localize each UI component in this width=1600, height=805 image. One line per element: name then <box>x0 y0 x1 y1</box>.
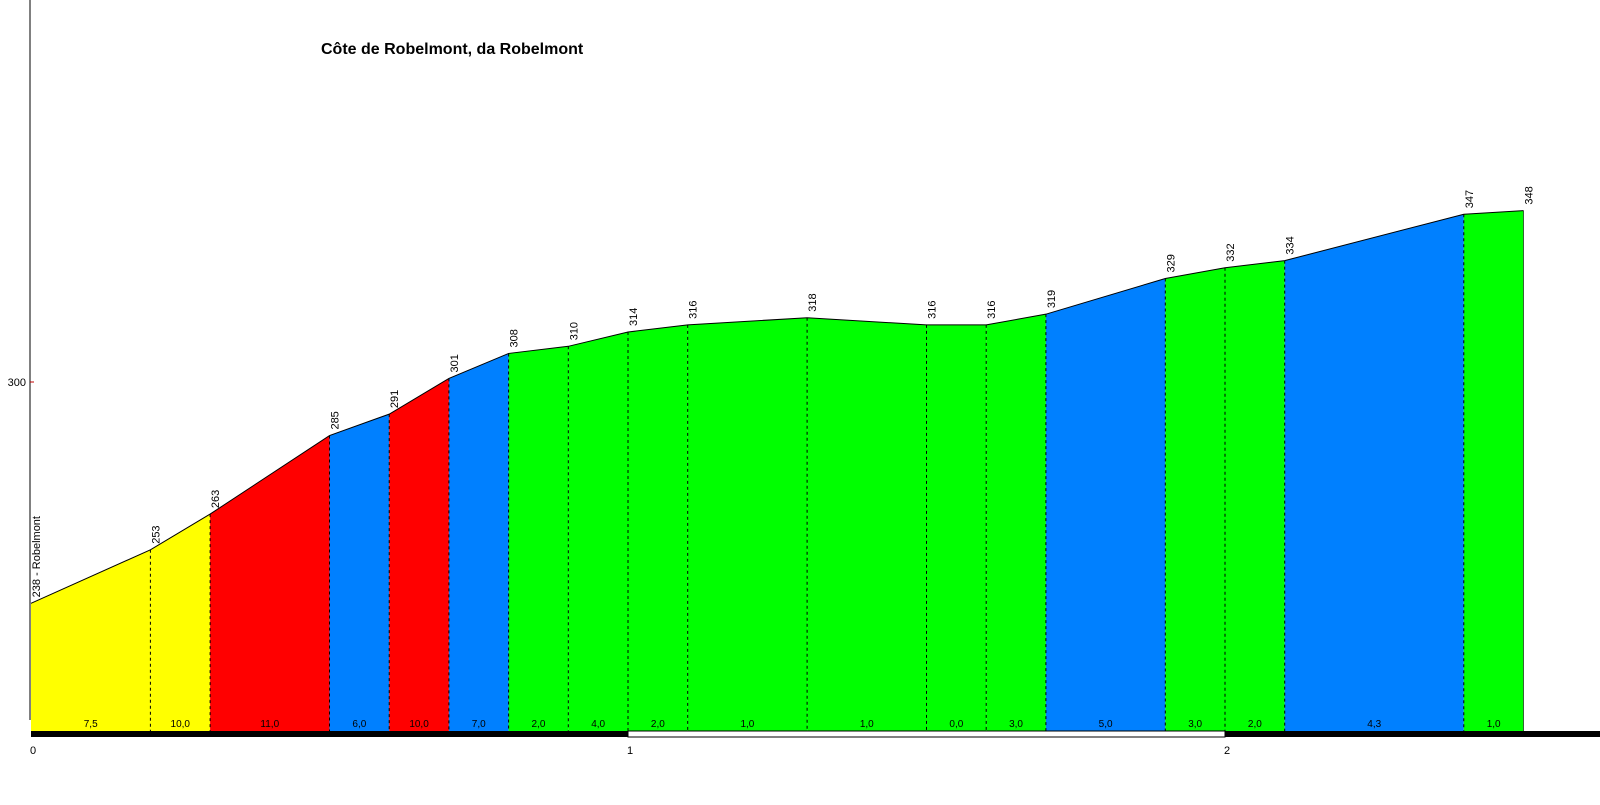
segment-fill <box>508 346 569 731</box>
gradient-label: 2,0 <box>531 719 545 730</box>
x-axis-ticks: 0 1 2 <box>30 745 1230 757</box>
elevation-label: 238 - Robelmont <box>31 516 43 597</box>
gradient-label: 11,0 <box>260 719 279 730</box>
segment-fill <box>150 514 211 731</box>
segment-fill <box>807 317 927 731</box>
segment-fill <box>1225 260 1285 731</box>
elevation-label: 308 <box>509 329 521 347</box>
elevation-label: 318 <box>807 293 819 311</box>
segment-fill <box>568 332 628 731</box>
segment-fill <box>31 549 151 731</box>
y-axis-ticks: 300 <box>8 377 34 389</box>
gradient-labels: 7,5 10,0 11,0 6,0 10,0 7,0 2,0 4,0 2,0 1,0 1,0 0,0 3… <box>84 719 1501 730</box>
x-tick-label: 1 <box>627 745 633 757</box>
elevation-label: 316 <box>927 301 939 319</box>
segment-fills <box>31 210 1524 731</box>
gradient-label: 10,0 <box>409 719 429 730</box>
elevation-label: 263 <box>210 490 222 508</box>
scale-segment-white <box>627 730 1226 738</box>
profile-outline <box>30 210 1524 604</box>
gradient-label: 7,5 <box>84 719 98 730</box>
x-tick-label: 0 <box>30 745 36 757</box>
elevation-label: 316 <box>688 301 700 319</box>
y-tick-label: 300 <box>8 377 26 389</box>
elevation-label: 285 <box>330 411 342 429</box>
gradient-label: 5,0 <box>1099 719 1113 730</box>
elevation-label: 316 <box>986 301 998 319</box>
elevation-label: 301 <box>449 354 461 372</box>
elevation-label: 310 <box>568 322 580 340</box>
segment-fill <box>1045 278 1166 731</box>
elevation-label: 332 <box>1225 243 1237 261</box>
elevation-label: 291 <box>389 390 401 408</box>
gradient-label: 2,0 <box>651 719 665 730</box>
scale-segment-black <box>1225 731 1600 737</box>
elevation-label: 334 <box>1285 236 1297 254</box>
elevation-labels: 238 - Robelmont 253 263 285 291 301 308 310 314 3… <box>31 186 1536 597</box>
gradient-label: 1,0 <box>1487 719 1501 730</box>
gradient-label: 6,0 <box>352 719 366 730</box>
segment-fill <box>210 435 330 731</box>
gradient-label: 2,0 <box>1248 719 1262 730</box>
gradient-label: 4,0 <box>591 719 605 730</box>
gradient-label: 7,0 <box>472 719 486 730</box>
segment-fill <box>986 314 1046 731</box>
segment-fill <box>448 353 509 731</box>
segment-dividers <box>149 210 1524 731</box>
elevation-label: 347 <box>1464 190 1476 208</box>
gradient-label: 1,0 <box>740 719 754 730</box>
elevation-label: 319 <box>1046 290 1058 308</box>
gradient-label: 0,0 <box>949 719 963 730</box>
segment-fill <box>389 378 449 731</box>
gradient-label: 10,0 <box>171 719 191 730</box>
elevation-label: 329 <box>1165 254 1177 272</box>
gradient-label: 4,3 <box>1367 719 1381 730</box>
distance-scale-bar <box>31 730 1600 738</box>
segment-fill <box>1284 214 1464 731</box>
gradient-label: 3,0 <box>1009 719 1023 730</box>
x-tick-label: 2 <box>1224 745 1230 757</box>
segment-fill <box>628 324 688 731</box>
gradient-label: 1,0 <box>860 719 874 730</box>
segment-fill <box>329 414 390 731</box>
segment-fill <box>1165 267 1225 731</box>
scale-segment-black <box>31 731 628 737</box>
segment-fill <box>1463 210 1524 731</box>
elevation-label: 253 <box>150 525 162 543</box>
elevation-label: 314 <box>628 308 640 326</box>
segment-fill <box>687 317 808 731</box>
chart-title: Côte de Robelmont, da Robelmont <box>321 41 584 58</box>
elevation-label: 348 <box>1524 186 1536 204</box>
gradient-label: 3,0 <box>1188 719 1202 730</box>
segment-fill <box>926 324 987 731</box>
